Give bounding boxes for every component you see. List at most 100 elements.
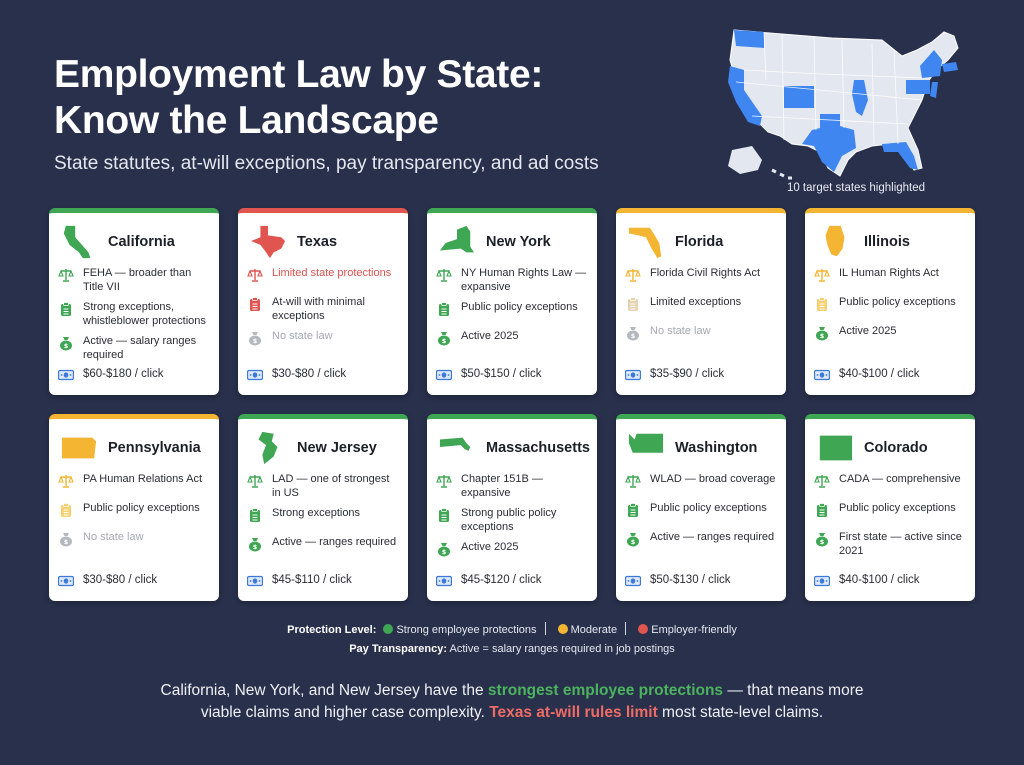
state-card-florida: Florida Florida Civil Rights Act Limited… <box>616 208 786 395</box>
pay-transparency-text: Active — salary ranges required <box>83 335 197 361</box>
at-will-row: Public policy exceptions <box>814 296 967 318</box>
at-will-text: Public policy exceptions <box>839 296 956 308</box>
pay-transparency-text: Active — ranges required <box>272 536 397 548</box>
summary-part-2: — that means more <box>723 682 864 699</box>
clipboard-icon <box>61 302 71 316</box>
ad-cost-row: $30-$80 / click <box>58 573 157 589</box>
at-will-row: Public policy exceptions <box>625 502 778 524</box>
pay-transparency-text: Active 2025 <box>839 325 897 337</box>
card-header: Washington <box>625 429 778 467</box>
at-will-row: Strong exceptions, whistleblower protect… <box>58 301 211 328</box>
protection-legend: Protection Level: Strong employee protec… <box>0 622 1024 636</box>
ad-cost-row: $50-$150 / click <box>436 367 542 383</box>
ad-cost-text: $60-$180 / click <box>83 368 164 381</box>
statute-row: PA Human Relations Act <box>58 473 211 495</box>
pay-transparency-row: $ Active 2025 <box>436 330 589 352</box>
new-jersey-outline-icon <box>258 431 278 465</box>
map-caption: 10 target states highlighted <box>786 182 926 194</box>
money-bag-icon: $ <box>438 543 450 557</box>
state-card-california: California FEHA — broader than Title VII… <box>49 208 219 395</box>
pay-transparency-text: No state law <box>83 531 144 543</box>
at-will-row: Public policy exceptions <box>58 502 211 524</box>
summary-part-1: California, New York, and New Jersey hav… <box>160 682 488 699</box>
at-will-text: Public policy exceptions <box>461 301 578 313</box>
pennsylvania-outline-icon <box>61 437 97 459</box>
page-subtitle: State statutes, at-will exceptions, pay … <box>54 153 599 174</box>
florida-outline-icon <box>628 227 662 259</box>
money-bag-icon: $ <box>60 337 72 351</box>
clipboard-icon <box>628 297 638 311</box>
texas-outline-icon <box>250 225 286 259</box>
statute-row: WLAD — broad coverage <box>625 473 778 495</box>
at-will-text: At-will with minimal exceptions <box>272 296 365 322</box>
statute-text: WLAD — broad coverage <box>650 473 776 485</box>
legend-divider <box>544 622 546 635</box>
ad-cost-text: $45-$120 / click <box>461 574 542 587</box>
banknote-icon <box>247 369 263 381</box>
pay-legend-label: Pay Transparency: <box>349 643 448 655</box>
ad-cost-row: $45-$110 / click <box>247 573 352 589</box>
at-will-row: Public policy exceptions <box>436 301 589 323</box>
at-will-text: Strong exceptions <box>272 507 361 519</box>
banknote-icon <box>58 575 74 587</box>
card-header: New Jersey <box>247 429 400 467</box>
statute-text: FEHA — broader than Title VII <box>83 267 192 293</box>
ad-cost-row: $40-$100 / click <box>814 367 920 383</box>
pay-transparency-row: $ Active — salary ranges required <box>58 335 211 362</box>
at-will-text: Public policy exceptions <box>650 502 767 514</box>
state-card-massachusetts: Massachusetts Chapter 151B — expansive S… <box>427 414 597 601</box>
svg-text:$: $ <box>253 337 258 345</box>
ad-cost-text: $50-$130 / click <box>650 574 731 587</box>
clipboard-icon <box>817 503 827 517</box>
at-will-row: At-will with minimal exceptions <box>247 296 400 323</box>
money-bag-icon: $ <box>438 332 450 346</box>
red-dot-icon <box>638 624 649 634</box>
us-map: 10 target states highlighted <box>722 20 972 200</box>
state-card-pennsylvania: Pennsylvania PA Human Relations Act Publ… <box>49 414 219 601</box>
state-name: Florida <box>675 234 724 250</box>
statute-row: LAD — one of strongest in US <box>247 473 400 500</box>
at-will-row: Limited exceptions <box>625 296 778 318</box>
state-name: Washington <box>675 440 758 456</box>
ad-cost-text: $35-$90 / click <box>650 368 725 381</box>
legend-employer-friendly: Employer-friendly <box>651 624 737 636</box>
statute-row: IL Human Rights Act <box>814 267 967 289</box>
money-bag-icon: $ <box>816 533 828 547</box>
svg-text:$: $ <box>442 548 447 556</box>
massachusetts-outline-icon <box>439 437 471 451</box>
title-line-2: Know the Landscape <box>54 99 439 142</box>
new-york-outline-icon <box>439 225 475 253</box>
ad-cost-text: $40-$100 / click <box>839 574 920 587</box>
statute-row: CADA — comprehensive <box>814 473 967 495</box>
banknote-icon <box>58 369 74 381</box>
svg-text:$: $ <box>64 538 69 546</box>
summary-part-4: most state-level claims. <box>657 704 824 721</box>
pay-transparency-row: $ Active 2025 <box>436 541 589 563</box>
pay-transparency-row: $ First state — active since 2021 <box>814 531 967 558</box>
money-bag-icon: $ <box>627 533 639 547</box>
at-will-row: Strong public policy exceptions <box>436 507 589 534</box>
at-will-text: Public policy exceptions <box>83 502 200 514</box>
scales-icon <box>436 269 452 282</box>
banknote-icon <box>625 575 641 587</box>
money-bag-icon: $ <box>627 327 639 341</box>
legend-divider <box>625 622 627 635</box>
svg-text:$: $ <box>631 538 636 546</box>
at-will-row: Strong exceptions <box>247 507 400 529</box>
legend-strong: Strong employee protections <box>396 624 537 636</box>
scales-icon <box>814 475 830 488</box>
pay-transparency-row: $ Active — ranges required <box>247 536 400 558</box>
title-line-1: Employment Law by State: <box>54 53 544 96</box>
scales-icon <box>625 475 641 488</box>
card-header: Illinois <box>814 223 967 261</box>
illinois-outline-icon <box>825 225 845 257</box>
pay-transparency-row: $ No state law <box>625 325 778 347</box>
banknote-icon <box>436 575 452 587</box>
statute-row: Florida Civil Rights Act <box>625 267 778 289</box>
money-bag-icon: $ <box>249 538 261 552</box>
pay-transparency-row: $ No state law <box>247 330 400 352</box>
at-will-text: Public policy exceptions <box>839 502 956 514</box>
pay-transparency-text: Active 2025 <box>461 330 519 342</box>
scales-icon <box>814 269 830 282</box>
statute-row: Chapter 151B — expansive <box>436 473 589 500</box>
